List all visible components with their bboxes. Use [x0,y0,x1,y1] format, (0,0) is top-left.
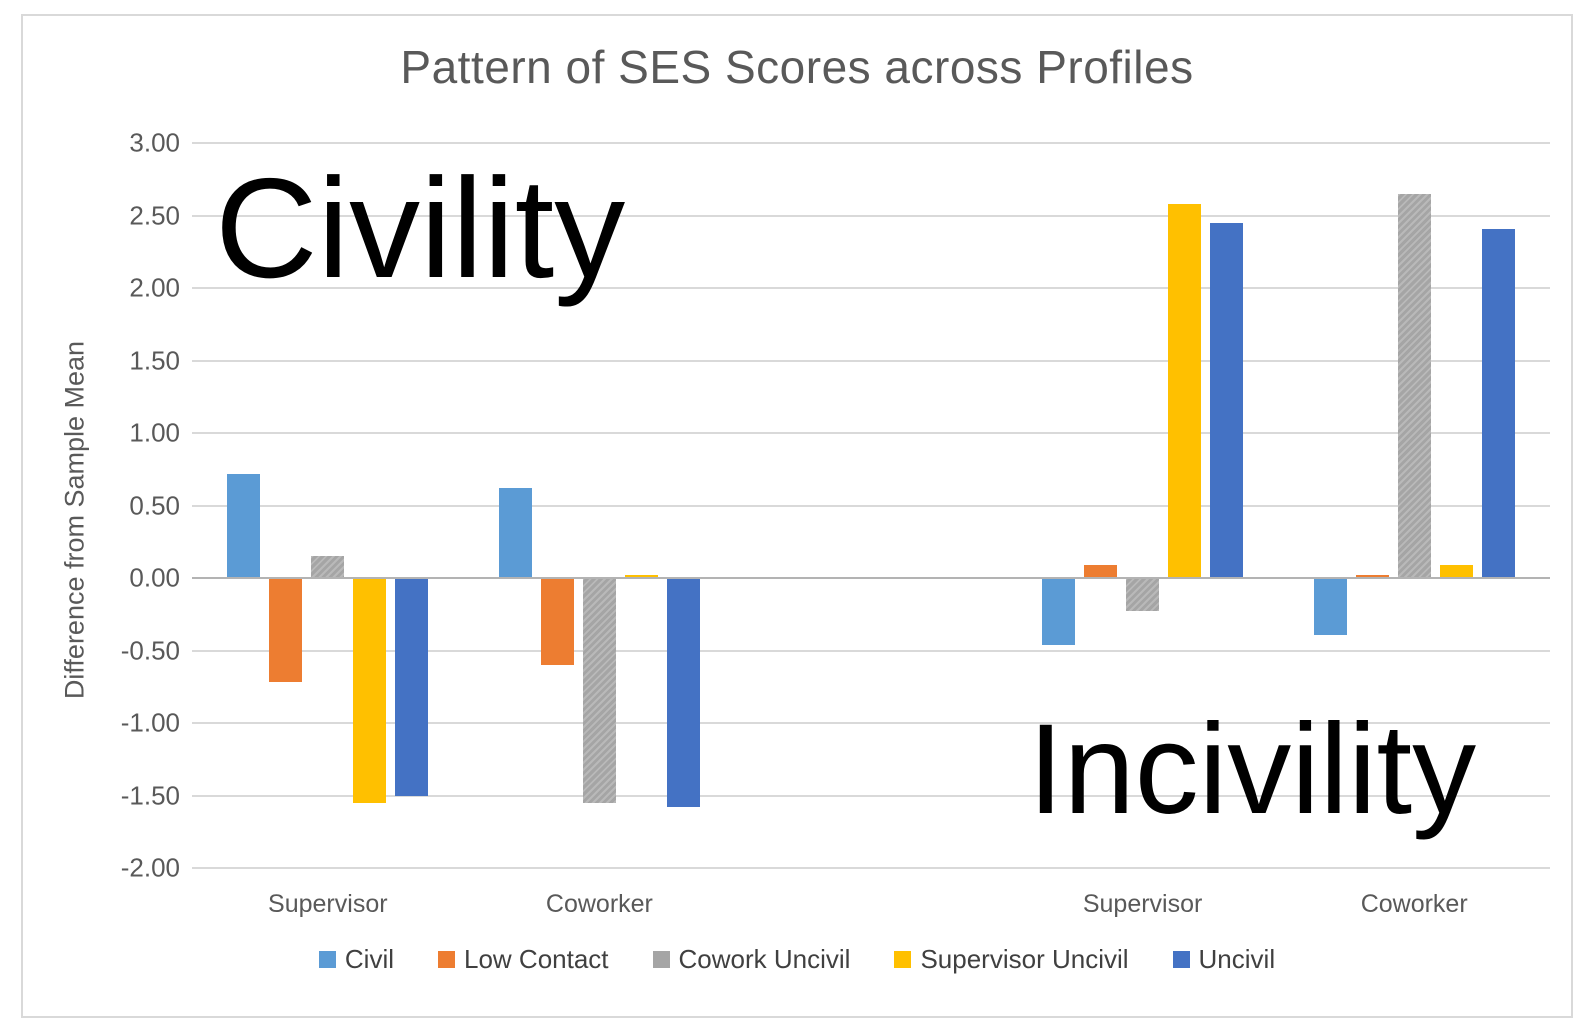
gridline [192,432,1550,434]
bar-civil [227,473,261,578]
bar-cowork-uncivil [582,578,616,803]
annotation-incivility: Incivility [1028,698,1477,841]
bar-cowork-uncivil [1126,578,1160,612]
legend-label: Low Contact [464,944,609,974]
y-tick-label: 0.50 [129,490,180,520]
legend-item-uncivil: Uncivil [1172,944,1276,975]
y-tick-label: 1.00 [129,417,180,448]
gridline [192,577,1550,579]
chart-title: Pattern of SES Scores across Profiles [400,41,1194,93]
y-tick-label: -2.00 [120,852,180,883]
legend-label: Cowork Uncivil [678,944,851,974]
bar-civil [1313,578,1347,635]
annotation-civility: Civility [215,149,626,308]
gridline [192,867,1550,869]
x-axis-label: Coworker [545,890,653,918]
legend-label: Civil [344,944,394,974]
gridline [192,722,1550,724]
bar-low-contact [1355,575,1389,578]
bar-low-contact [269,578,303,683]
bar-supervisor-uncivil [353,578,387,803]
bar-uncivil [1481,228,1515,578]
legend-item-cowork-uncivil: Cowork Uncivil [652,944,851,975]
y-tick-label: 3.00 [129,127,180,158]
y-tick-label: 0.00 [129,562,180,593]
bar-supervisor-uncivil [624,575,658,578]
y-tick-label: -0.50 [120,635,180,665]
gridline [192,649,1550,652]
legend-item-supervisor-uncivil: Supervisor Uncivil [894,944,1129,975]
legend-marker [318,951,336,968]
bar-uncivil [666,578,700,808]
bar-cowork-uncivil [311,556,345,578]
gridline [192,359,1550,362]
bar-supervisor-uncivil [1439,564,1473,578]
bar-civil [498,488,532,578]
gridline [192,504,1550,507]
y-tick-label: -1.50 [120,780,180,810]
bar-uncivil [1210,222,1244,578]
bar-low-contact [540,578,574,665]
legend-marker [894,951,912,968]
legend-item-civil: Civil [318,944,394,975]
y-tick-label: -1.00 [120,707,180,738]
legend-label: Uncivil [1198,944,1276,974]
gridline [192,794,1550,797]
gridline [192,214,1550,217]
legend-label: Supervisor Uncivil [920,944,1129,974]
bar-low-contact [1084,564,1118,578]
y-tick-label: 1.50 [129,345,180,375]
bar-cowork-uncivil [1397,193,1431,578]
y-tick-label: 2.50 [129,200,180,230]
chart-frame [21,14,1573,1018]
x-axis-label: Coworker [1360,890,1468,918]
legend-item-low-contact: Low Contact [438,944,609,975]
x-axis-label: Supervisor [1082,890,1203,918]
gridline [192,142,1550,144]
legend-marker [438,951,455,968]
x-axis-label: Supervisor [268,890,388,918]
legend-marker [652,951,670,968]
bar-supervisor-uncivil [1168,203,1202,578]
gridline [192,287,1550,289]
legend: Civil Low Contact Cowork Uncivil Supervisor… [0,944,1594,975]
y-axis-title: Difference from Sample Mean [59,340,90,700]
legend-marker [1172,951,1190,968]
bar-uncivil [395,578,429,796]
y-tick-label: 2.00 [129,272,180,303]
bar-civil [1042,578,1076,645]
